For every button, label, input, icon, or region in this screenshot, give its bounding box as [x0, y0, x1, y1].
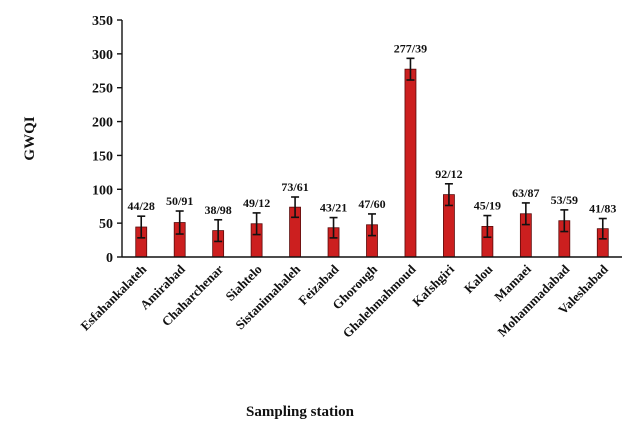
data-label: 277/39: [394, 41, 427, 55]
data-label: 41/83: [589, 202, 616, 216]
y-axis-ticks: 0 50 100 150 200 250 300 350: [92, 14, 122, 266]
category-label: Kalou: [461, 262, 496, 297]
y-tick-label: 50: [99, 217, 113, 232]
data-label: 47/60: [358, 197, 385, 211]
y-tick-label: 150: [92, 149, 113, 164]
error-bars-group: [137, 57, 607, 243]
data-label: 63/87: [512, 186, 539, 200]
y-tick-label: 100: [92, 183, 113, 198]
y-tick-label: 200: [92, 116, 113, 131]
data-label: 49/12: [243, 196, 270, 210]
data-label: 43/21: [320, 201, 347, 215]
y-tick-label: 350: [92, 14, 113, 29]
data-label: 44/28: [128, 199, 155, 213]
data-label: 53/59: [551, 193, 578, 207]
y-tick-label: 0: [106, 251, 113, 266]
category-labels-group: EsfahankalatehAmirabadChaharchenarSiahte…: [77, 261, 611, 341]
data-label: 92/12: [435, 167, 462, 181]
data-label: 50/91: [166, 194, 193, 208]
data-label: 45/19: [474, 199, 501, 213]
data-label: 73/61: [281, 180, 308, 194]
y-axis-title: GWQI: [22, 116, 38, 160]
category-label: Kafshgiri: [409, 261, 457, 309]
data-label: 38/98: [204, 203, 231, 217]
y-tick-label: 250: [92, 82, 113, 97]
category-label: Esfahankalateh: [77, 261, 149, 333]
data-labels-group: 44/28 50/91 38/98 49/12 73/61 43/21 47/60 277/3…: [128, 41, 617, 216]
bar-ghalehmahmoud: [404, 68, 417, 258]
y-tick-label: 300: [92, 48, 113, 63]
x-axis-title: Sampling station: [246, 404, 355, 420]
